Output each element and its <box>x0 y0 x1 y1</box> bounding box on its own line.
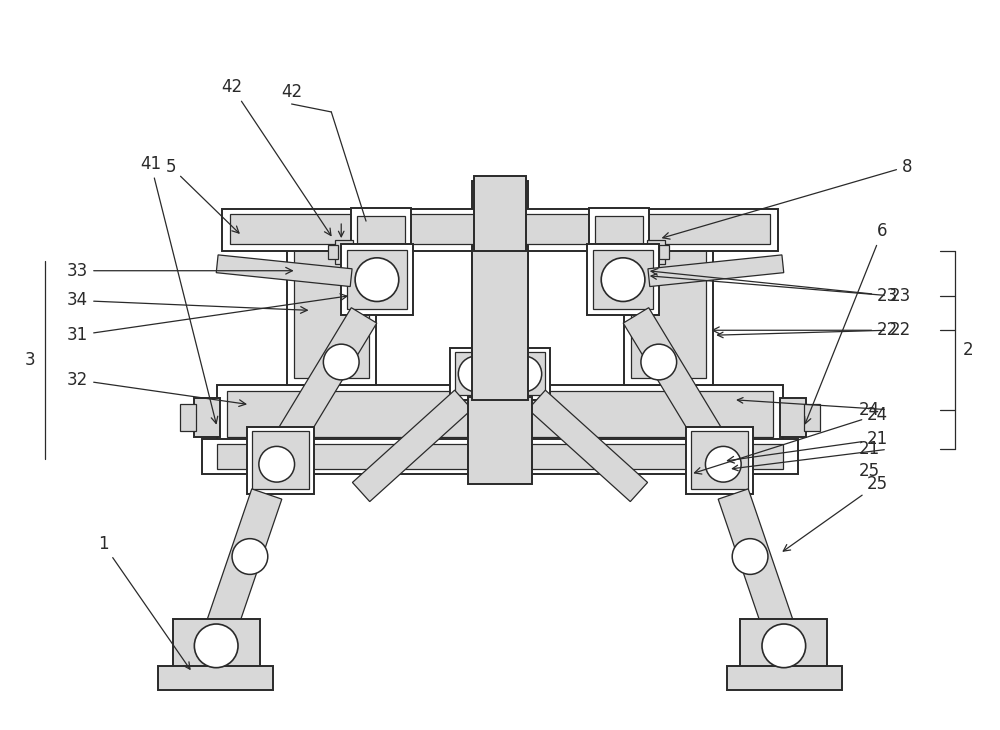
Circle shape <box>506 356 542 392</box>
Bar <box>472 182 528 400</box>
Text: 1: 1 <box>98 534 190 669</box>
Circle shape <box>355 258 399 301</box>
Bar <box>287 231 376 385</box>
Text: 24: 24 <box>695 406 888 474</box>
Bar <box>686 426 753 494</box>
Bar <box>727 666 842 690</box>
Bar <box>485 461 515 474</box>
Bar <box>631 238 706 378</box>
Bar <box>740 619 827 672</box>
Text: 42: 42 <box>281 83 302 101</box>
Bar <box>227 391 773 437</box>
Bar <box>472 246 528 400</box>
Polygon shape <box>257 307 377 479</box>
Polygon shape <box>623 307 743 479</box>
Polygon shape <box>352 390 472 502</box>
Bar <box>595 216 643 271</box>
Bar <box>691 431 748 489</box>
Bar <box>180 404 196 431</box>
Bar <box>589 208 649 276</box>
Bar <box>593 250 653 310</box>
Bar <box>624 231 713 385</box>
Text: 31: 31 <box>67 293 347 345</box>
Polygon shape <box>195 489 282 665</box>
Text: 24: 24 <box>859 401 880 419</box>
Text: 25: 25 <box>859 462 880 480</box>
Bar <box>230 214 770 244</box>
Bar <box>351 208 411 276</box>
Bar <box>335 240 353 264</box>
Bar <box>780 398 806 437</box>
Polygon shape <box>648 255 784 287</box>
Polygon shape <box>528 390 648 502</box>
Circle shape <box>259 446 295 482</box>
Circle shape <box>323 344 359 380</box>
Text: 23: 23 <box>651 269 898 304</box>
Bar <box>217 445 783 469</box>
Text: 21: 21 <box>859 440 880 458</box>
Text: 42: 42 <box>221 78 331 236</box>
Polygon shape <box>216 255 352 287</box>
Bar <box>173 619 260 672</box>
Circle shape <box>762 624 806 668</box>
Bar <box>468 397 532 484</box>
Bar <box>474 177 526 251</box>
Circle shape <box>232 539 268 575</box>
Text: 3: 3 <box>25 351 36 369</box>
Polygon shape <box>718 489 805 665</box>
Text: 41: 41 <box>140 155 218 423</box>
Text: 34: 34 <box>67 291 307 313</box>
Circle shape <box>458 356 494 392</box>
Text: 22: 22 <box>890 321 911 339</box>
Bar <box>357 216 405 271</box>
Bar <box>294 238 369 378</box>
Bar <box>252 431 309 489</box>
Text: 32: 32 <box>67 371 246 407</box>
Circle shape <box>194 624 238 668</box>
Bar <box>247 426 314 494</box>
Bar <box>347 250 407 310</box>
Text: 33: 33 <box>67 262 292 280</box>
Bar <box>328 245 338 259</box>
Bar <box>202 439 798 474</box>
Bar <box>647 240 665 264</box>
Text: 25: 25 <box>783 475 888 551</box>
Bar <box>450 348 550 400</box>
Text: 2: 2 <box>962 341 973 359</box>
Bar <box>587 244 659 315</box>
Bar <box>222 210 778 251</box>
Text: 23: 23 <box>890 287 911 304</box>
Text: 21: 21 <box>727 431 888 463</box>
Bar <box>455 352 545 395</box>
Bar <box>217 385 783 445</box>
Circle shape <box>732 539 768 575</box>
Circle shape <box>705 446 741 482</box>
Bar <box>341 244 413 315</box>
Circle shape <box>601 258 645 301</box>
Bar <box>659 245 669 259</box>
Bar <box>804 404 820 431</box>
Text: 22: 22 <box>713 321 898 339</box>
Circle shape <box>641 344 677 380</box>
Bar <box>158 666 273 690</box>
Text: 5: 5 <box>165 158 239 233</box>
Text: 6: 6 <box>805 222 888 423</box>
Text: 8: 8 <box>663 158 912 239</box>
Bar <box>194 398 220 437</box>
